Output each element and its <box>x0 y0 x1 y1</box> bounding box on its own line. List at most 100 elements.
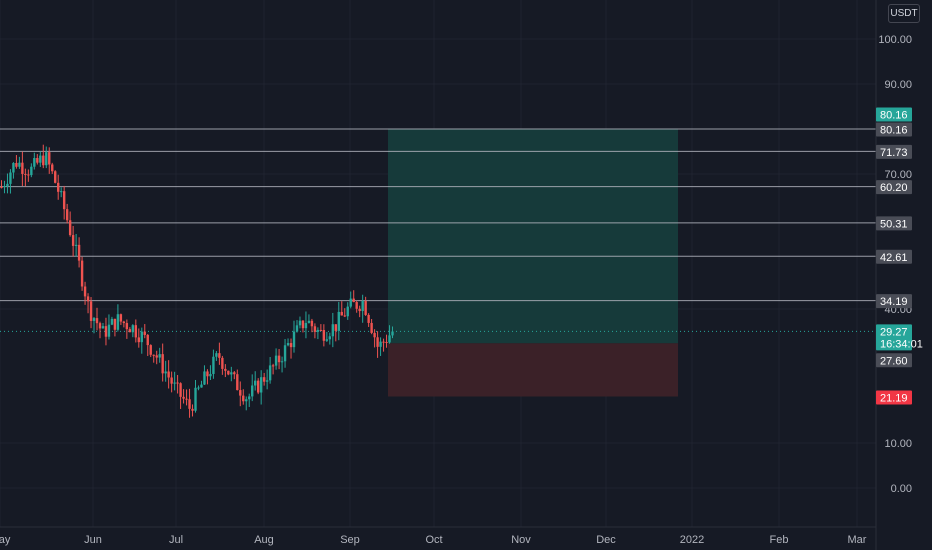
x-tick-label: Oct <box>425 534 442 546</box>
y-tick-label: 70.00 <box>884 169 912 181</box>
candle-body <box>134 325 138 338</box>
candle-body <box>215 353 218 357</box>
candle-body <box>98 323 102 329</box>
candle-body <box>155 355 158 358</box>
candle-body <box>161 354 164 374</box>
profit-zone <box>388 128 678 344</box>
candle-body <box>12 163 15 173</box>
candle-body <box>254 380 257 386</box>
x-tick-label: Nov <box>511 534 531 546</box>
x-tick-label: Jun <box>84 534 102 546</box>
candle-body <box>286 343 290 346</box>
candle-body <box>33 158 36 167</box>
current-price-label: 29.27 <box>880 326 908 338</box>
candle-body <box>59 191 63 193</box>
candle-body <box>101 326 105 329</box>
level-price-label: 80.16 <box>880 125 908 137</box>
candle-body <box>322 330 326 341</box>
target-price-label: 80.16 <box>880 110 908 122</box>
candle-body <box>116 314 120 330</box>
entry-price-label: 27.60 <box>880 355 908 367</box>
candle-body <box>379 341 382 347</box>
candle-body <box>391 331 394 336</box>
stop-price-label: 21.19 <box>880 393 908 405</box>
current-price-label-countdown: 16:34:01 <box>880 338 923 350</box>
x-tick-label: May <box>0 534 11 546</box>
candle-body <box>30 166 33 176</box>
candle-body <box>382 341 385 343</box>
candle-body <box>316 329 320 332</box>
y-tick-label: 10.00 <box>884 438 912 450</box>
candle-body <box>370 322 373 333</box>
candle-body <box>42 155 45 166</box>
candle-body <box>77 244 81 261</box>
candle-body <box>0 186 3 188</box>
candle-body <box>280 361 284 363</box>
candle-body <box>325 339 329 341</box>
candle-body <box>191 408 194 411</box>
candle-body <box>68 220 72 236</box>
candle-body <box>39 155 42 163</box>
candle-body <box>83 286 87 297</box>
candle-body <box>271 365 275 367</box>
candle-body <box>304 322 308 329</box>
level-price-label-bg <box>876 249 912 264</box>
current-price-label-bg <box>876 324 912 351</box>
level-price-label: 50.31 <box>880 218 908 230</box>
candle-body <box>146 334 149 346</box>
candle-body <box>221 357 224 369</box>
candle-body <box>385 341 388 343</box>
x-tick-label: Jul <box>169 534 183 546</box>
candle-body <box>57 182 60 192</box>
candle-body <box>206 371 209 377</box>
candle-body <box>212 356 215 374</box>
level-price-label: 60.20 <box>880 182 908 194</box>
candle-body <box>236 374 239 391</box>
x-tick-label: Sep <box>340 534 360 546</box>
candle-body <box>119 314 123 322</box>
candle-body <box>227 370 230 375</box>
candle-body <box>140 331 143 343</box>
candle-body <box>352 298 355 303</box>
stop-price-label-bg <box>876 390 912 405</box>
candle-body <box>24 173 27 175</box>
candle-body <box>277 355 281 363</box>
candle-body <box>334 324 337 331</box>
candle-body <box>122 321 126 324</box>
candle-body <box>376 337 379 347</box>
entry-price-label-bg <box>876 353 912 368</box>
x-tick-label: Aug <box>254 534 274 546</box>
horizontal-levels[interactable] <box>0 128 876 332</box>
candle-body <box>131 325 135 333</box>
candle-body <box>319 329 323 331</box>
time-axis[interactable]: May Jun Jul Aug Sep Oct Nov Dec 2022 Feb Mar <box>0 0 877 550</box>
x-tick-label: Mar <box>848 534 867 546</box>
candle-body <box>361 301 364 312</box>
candle-body <box>45 152 48 166</box>
candle-body <box>230 372 233 375</box>
candle-body <box>358 308 361 312</box>
candle-body <box>21 162 24 174</box>
price-labels: 80.16 80.16 71.73 60.20 50.31 42.61 34.19 29.27… <box>876 107 923 405</box>
candle-body <box>158 354 161 358</box>
currency-label[interactable]: USDT <box>888 4 920 23</box>
candle-body <box>203 371 206 385</box>
candle-body <box>164 371 167 374</box>
y-tick-label: 100.00 <box>878 34 912 46</box>
candle-body <box>337 311 340 331</box>
position-zones[interactable] <box>388 128 678 397</box>
candle-body <box>289 343 293 348</box>
candle-body <box>80 260 84 287</box>
candle-body <box>283 345 287 362</box>
candle-body <box>367 314 370 323</box>
candle-body <box>346 306 349 317</box>
candle-body <box>331 324 335 337</box>
candle-body <box>355 302 358 309</box>
candle-body <box>313 326 317 332</box>
candle-body <box>15 163 18 167</box>
candle-body <box>74 244 78 246</box>
candle-body <box>113 318 117 330</box>
x-tick-label: Dec <box>596 534 616 546</box>
